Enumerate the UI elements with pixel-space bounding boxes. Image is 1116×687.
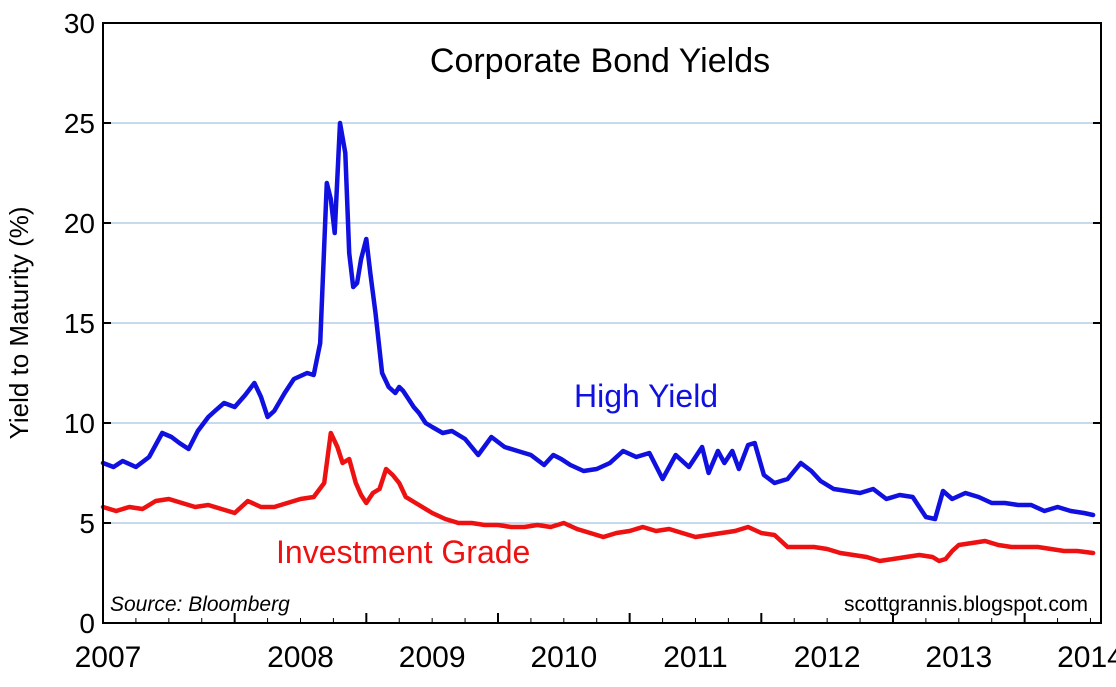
- x-axis: 2007 2008 2009 2010 2011 2012 2013 2014: [75, 613, 1116, 674]
- x-tick-label: 2010: [530, 641, 597, 674]
- y-axis-label: Yield to Maturity (%): [4, 206, 34, 439]
- y-tick-label: 5: [79, 508, 95, 539]
- y-tick-label: 30: [64, 8, 95, 39]
- y-axis: 0 5 10 15 20 25 30: [64, 8, 1101, 639]
- x-tick-label: 2007: [75, 641, 142, 674]
- series-layer: [100, 120, 1096, 564]
- y-tick-label: 20: [64, 208, 95, 239]
- x-tick-label: 2011: [663, 641, 728, 674]
- y-tick-label: 0: [79, 608, 95, 639]
- series-line-high-yield: [100, 120, 1096, 522]
- gridlines: [103, 122, 1101, 524]
- x-tick-label: 2008: [267, 641, 334, 674]
- y-tick-label: 25: [64, 108, 95, 139]
- x-tick-label: 2014: [1057, 641, 1116, 674]
- series-line-investment-grade: [100, 430, 1096, 564]
- x-tick-label: 2012: [794, 641, 861, 674]
- series-label-investment-grade: Investment Grade: [276, 534, 530, 570]
- chart-title: Corporate Bond Yields: [430, 42, 770, 80]
- source-note: Source: Bloomberg: [110, 593, 290, 616]
- y-tick-label: 15: [64, 308, 95, 339]
- x-tick-label: 2009: [399, 641, 466, 674]
- series-label-high-yield: High Yield: [574, 378, 718, 414]
- y-tick-label: 10: [64, 408, 95, 439]
- credit-note: scottgrannis.blogspot.com: [844, 593, 1088, 616]
- x-tick-label: 2013: [925, 641, 992, 674]
